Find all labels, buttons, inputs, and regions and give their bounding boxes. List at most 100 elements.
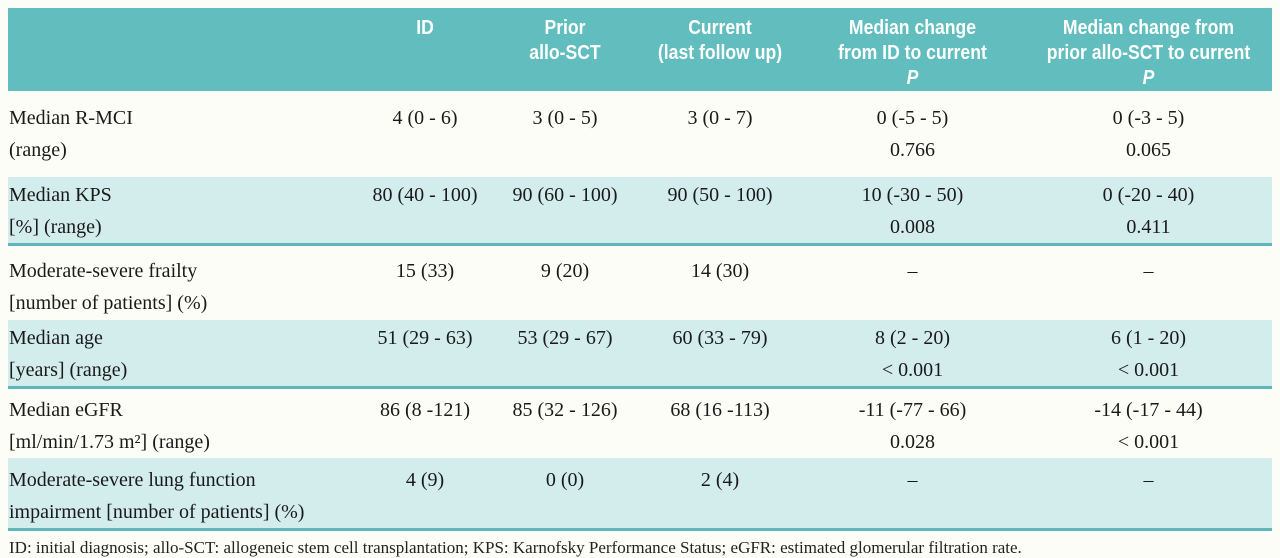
cell-change-id: -11 (-77 - 66) 0.028 bbox=[800, 387, 1025, 458]
cell-id: 4 (9) bbox=[360, 457, 490, 531]
cell-change-id: 0 (-5 - 5) 0.766 bbox=[800, 91, 1025, 177]
cell-change-id: 10 (-30 - 50) 0.008 bbox=[800, 177, 1025, 246]
cell-value: – bbox=[907, 260, 918, 282]
header-line: (last follow up) bbox=[657, 42, 783, 64]
outcomes-comparison-table: ID Prior allo-SCT Current (last follow u… bbox=[8, 8, 1272, 531]
row-label: Median eGFR [ml/min/1.73 m²] (range) bbox=[8, 387, 360, 458]
cell-change-id: 8 (2 - 20) < 0.001 bbox=[800, 319, 1025, 389]
cell-prior: 53 (29 - 67) bbox=[490, 319, 640, 389]
cell-current: 68 (16 -113) bbox=[640, 387, 800, 458]
cell-change-sct: – bbox=[1025, 245, 1272, 320]
header-line: from ID to current bbox=[838, 42, 987, 64]
cell-value: 0 (-5 - 5) bbox=[876, 107, 949, 129]
cell-value: 3 (0 - 5) bbox=[532, 107, 598, 129]
table-row-age: Median age [years] (range) 51 (29 - 63) … bbox=[8, 319, 1272, 389]
row-label-line1: Median KPS bbox=[9, 184, 112, 206]
cell-value: 4 (9) bbox=[405, 468, 445, 491]
cell-change-sct: – bbox=[1025, 457, 1272, 531]
cell-current: 3 (0 - 7) bbox=[640, 91, 800, 177]
cell-change-sct: -14 (-17 - 44) < 0.001 bbox=[1025, 387, 1272, 458]
header-cell-id: ID bbox=[360, 8, 490, 91]
row-label-line2: (range) bbox=[9, 139, 67, 161]
cell-value: 0 (-3 - 5) bbox=[1112, 107, 1185, 129]
p-value-label: P bbox=[1142, 67, 1155, 89]
row-label-line2: [number of patients] (%) bbox=[9, 292, 208, 314]
cell-current: 60 (33 - 79) bbox=[640, 319, 800, 389]
cell-value: 68 (16 -113) bbox=[670, 398, 770, 421]
table-body: Median R-MCI (range) 4 (0 - 6) 3 (0 - 5)… bbox=[8, 91, 1272, 531]
cell-current: 90 (50 - 100) bbox=[640, 177, 800, 246]
cell-value: 60 (33 - 79) bbox=[672, 326, 768, 349]
cell-p-value bbox=[800, 287, 1025, 319]
cell-current: 2 (4) bbox=[640, 457, 800, 531]
header-cell-change-id-current: Median change from ID to current P bbox=[800, 8, 1025, 91]
cell-current: 14 (30) bbox=[640, 245, 800, 320]
cell-value: 14 (30) bbox=[690, 260, 750, 282]
table-container: ID Prior allo-SCT Current (last follow u… bbox=[8, 8, 1272, 558]
cell-value: – bbox=[907, 468, 918, 491]
header-row: ID Prior allo-SCT Current (last follow u… bbox=[8, 8, 1272, 91]
cell-p-value: 0.766 bbox=[890, 139, 935, 161]
row-label-line1: Median age bbox=[9, 326, 103, 349]
cell-change-sct: 6 (1 - 20) < 0.001 bbox=[1025, 319, 1272, 389]
cell-prior: 0 (0) bbox=[490, 457, 640, 531]
cell-p-value bbox=[1025, 496, 1272, 528]
cell-value: 53 (29 - 67) bbox=[517, 326, 613, 349]
p-value-label: P bbox=[906, 67, 919, 89]
header-cell-current: Current (last follow up) bbox=[640, 8, 800, 91]
header-line: prior allo-SCT to current bbox=[1046, 42, 1251, 64]
cell-change-id: – bbox=[800, 245, 1025, 320]
row-label: Moderate-severe frailty [number of patie… bbox=[8, 245, 360, 320]
cell-value: 90 (60 - 100) bbox=[512, 184, 618, 206]
row-label: Median KPS [%] (range) bbox=[8, 177, 360, 246]
cell-value: – bbox=[1143, 260, 1154, 282]
cell-value: 4 (0 - 6) bbox=[392, 107, 458, 129]
cell-value: 10 (-30 - 50) bbox=[861, 184, 964, 206]
header-line: Prior bbox=[544, 17, 586, 39]
header-cell-empty bbox=[8, 8, 360, 91]
table-row-kps: Median KPS [%] (range) 80 (40 - 100) 90 … bbox=[8, 177, 1272, 246]
cell-prior: 85 (32 - 126) bbox=[490, 387, 640, 458]
cell-p-value: 0.008 bbox=[890, 216, 935, 238]
cell-prior: 3 (0 - 5) bbox=[490, 91, 640, 177]
header-line: Current bbox=[688, 17, 752, 39]
cell-value: 6 (1 - 20) bbox=[1111, 326, 1186, 349]
cell-value: 86 (8 -121) bbox=[380, 398, 470, 421]
table-row-lung-function: Moderate-severe lung function impairment… bbox=[8, 457, 1272, 531]
cell-value: – bbox=[1143, 468, 1154, 491]
cell-p-value: 0.028 bbox=[890, 430, 935, 453]
header-line: ID bbox=[416, 17, 434, 39]
cell-id: 80 (40 - 100) bbox=[360, 177, 490, 246]
table-header: ID Prior allo-SCT Current (last follow u… bbox=[8, 8, 1272, 91]
cell-value: 85 (32 - 126) bbox=[512, 398, 618, 421]
table-row-egfr: Median eGFR [ml/min/1.73 m²] (range) 86 … bbox=[8, 387, 1272, 458]
table-row-frailty: Moderate-severe frailty [number of patie… bbox=[8, 245, 1272, 320]
cell-value: 9 (20) bbox=[540, 260, 590, 282]
cell-value: 2 (4) bbox=[700, 468, 740, 491]
row-label: Moderate-severe lung function impairment… bbox=[8, 457, 360, 531]
cell-p-value: < 0.001 bbox=[881, 358, 944, 381]
cell-p-value bbox=[1025, 287, 1272, 319]
cell-id: 15 (33) bbox=[360, 245, 490, 320]
cell-value: 51 (29 - 63) bbox=[377, 326, 473, 349]
cell-value: 15 (33) bbox=[395, 260, 455, 282]
header-cell-change-sct-current: Median change from prior allo-SCT to cur… bbox=[1025, 8, 1272, 91]
header-line: Median change from bbox=[1062, 17, 1235, 39]
cell-change-sct: 0 (-20 - 40) 0.411 bbox=[1025, 177, 1272, 246]
cell-prior: 9 (20) bbox=[490, 245, 640, 320]
cell-value: 8 (2 - 20) bbox=[875, 326, 950, 349]
table-row-rmci: Median R-MCI (range) 4 (0 - 6) 3 (0 - 5)… bbox=[8, 91, 1272, 177]
cell-change-id: – bbox=[800, 457, 1025, 531]
header-line: allo-SCT bbox=[529, 42, 601, 64]
cell-p-value: < 0.001 bbox=[1117, 358, 1180, 381]
row-label-line1: Moderate-severe frailty bbox=[9, 260, 198, 282]
row-label-line2: [years] (range) bbox=[9, 358, 128, 381]
cell-value: 90 (50 - 100) bbox=[667, 184, 773, 206]
cell-p-value: 0.065 bbox=[1126, 139, 1171, 161]
cell-value: -14 (-17 - 44) bbox=[1094, 398, 1203, 421]
cell-p-value bbox=[800, 496, 1025, 528]
row-label-line2: [%] (range) bbox=[9, 216, 102, 238]
cell-prior: 90 (60 - 100) bbox=[490, 177, 640, 246]
row-label-line2: [ml/min/1.73 m²] (range) bbox=[9, 430, 210, 453]
header-line: Median change bbox=[848, 17, 977, 39]
